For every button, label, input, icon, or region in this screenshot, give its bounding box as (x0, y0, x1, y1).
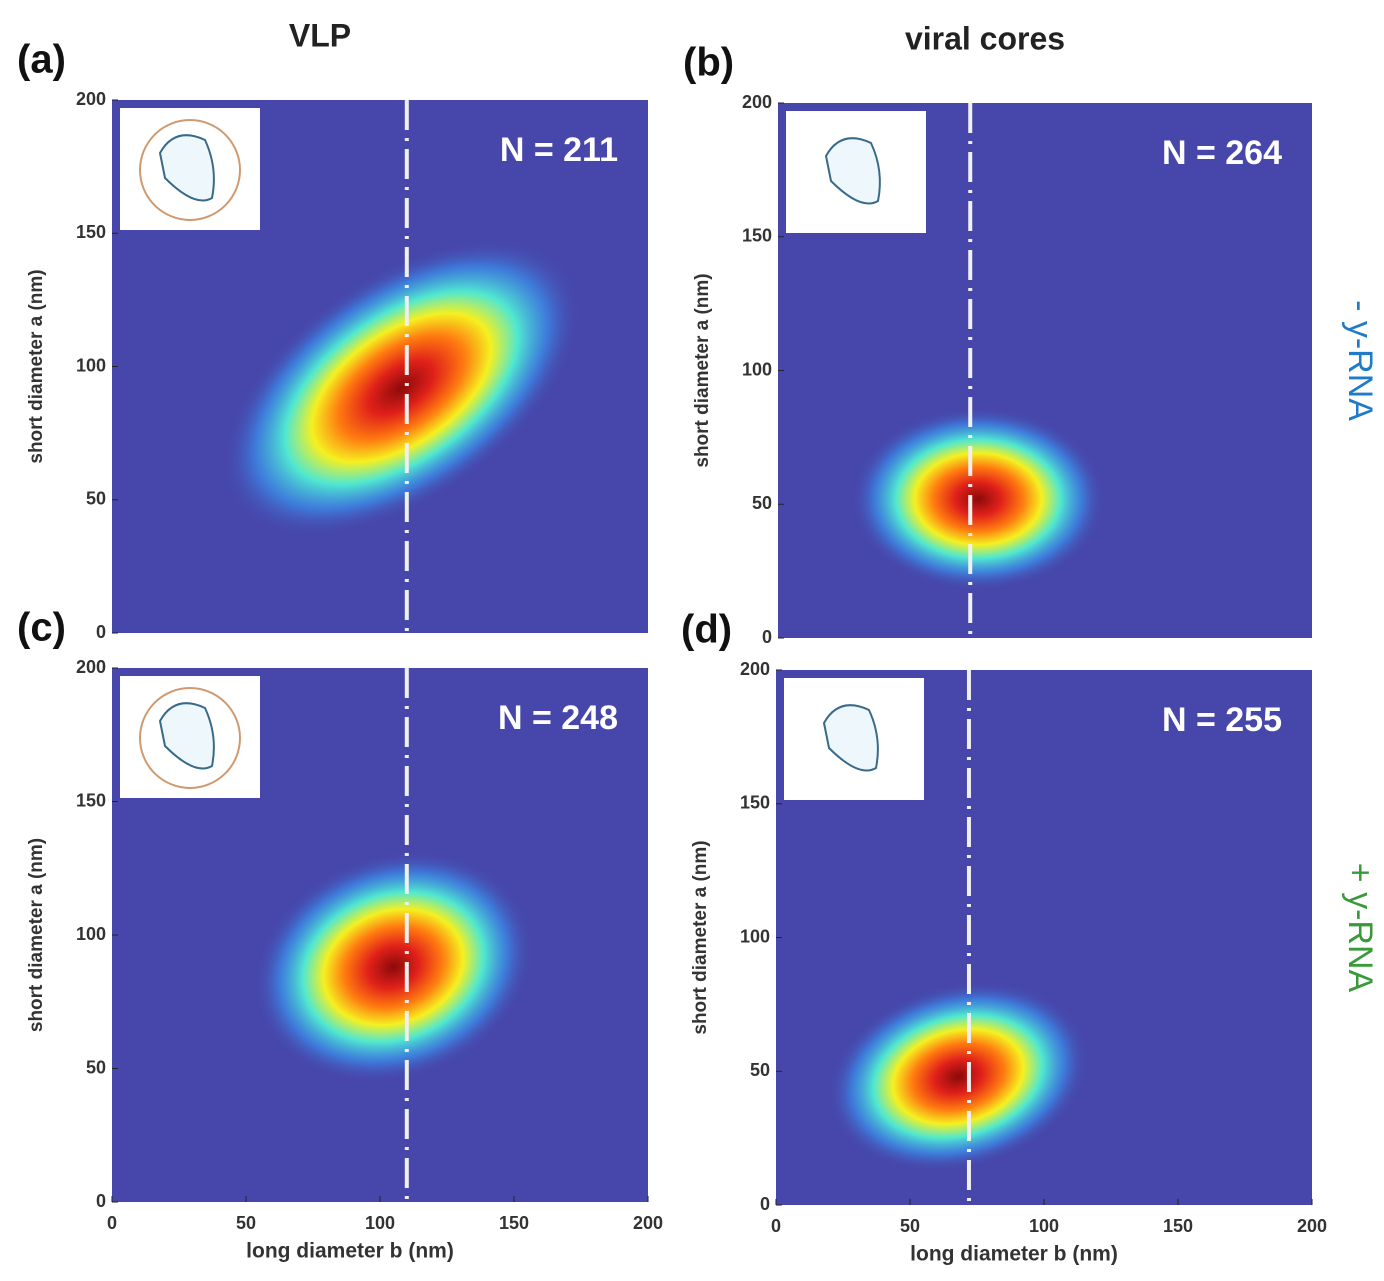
y-tick-label: 200 (740, 659, 770, 679)
y-tick-label: 100 (76, 355, 106, 375)
inset-core (158, 702, 215, 770)
annotation: N = 255 (1162, 701, 1282, 739)
y-tick-label: 50 (86, 1057, 106, 1077)
panel-label: (b) (683, 41, 734, 85)
density-blob (828, 981, 1089, 1172)
y-tick-label: 50 (86, 489, 106, 509)
x-tick-label: 0 (107, 1213, 117, 1233)
y-tick-label: 100 (742, 359, 772, 379)
panel-label: (c) (17, 606, 66, 650)
density-blob (851, 407, 1106, 591)
x-axis-label: long diameter b (nm) (246, 1240, 454, 1263)
y-tick-label: 200 (742, 92, 772, 112)
y-tick-label: 0 (760, 1194, 770, 1214)
annotation: N = 264 (1162, 134, 1282, 172)
x-tick-label: 50 (900, 1216, 920, 1236)
y-tick-label: 150 (740, 793, 770, 813)
y-tick-label: 0 (762, 627, 772, 647)
inset-envelope (139, 687, 241, 789)
y-tick-label: 200 (76, 89, 106, 109)
x-axis-label: long diameter b (nm) (910, 1243, 1118, 1266)
y-tick-label: 100 (76, 924, 106, 944)
inset-core (824, 137, 881, 205)
column-title: viral cores (905, 20, 1065, 56)
x-tick-label: 150 (1163, 1216, 1193, 1236)
x-tick-label: 0 (771, 1216, 781, 1236)
annotation: N = 248 (498, 699, 618, 737)
y-axis-label: short diameter a (nm) (692, 273, 713, 467)
density-blob (254, 851, 533, 1083)
y-tick-label: 50 (752, 493, 772, 513)
y-tick-label: 150 (76, 790, 106, 810)
y-tick-label: 150 (742, 226, 772, 246)
inset-core (158, 134, 215, 202)
x-tick-label: 150 (499, 1213, 529, 1233)
x-tick-label: 50 (236, 1213, 256, 1233)
inset-core (822, 704, 879, 772)
column-title: VLP (289, 17, 351, 53)
row-label: + y-RNA (1341, 863, 1379, 993)
y-tick-label: 0 (96, 1191, 106, 1211)
x-tick-label: 100 (365, 1213, 395, 1233)
y-tick-label: 0 (96, 622, 106, 642)
row-label: - y-RNA (1341, 300, 1379, 421)
y-tick-label: 150 (76, 222, 106, 242)
density-blob (222, 239, 581, 537)
y-tick-label: 200 (76, 657, 106, 677)
inset-envelope (139, 119, 241, 221)
annotation: N = 211 (500, 131, 618, 169)
y-axis-label: short diameter a (nm) (26, 269, 47, 463)
y-tick-label: 50 (750, 1060, 770, 1080)
x-tick-label: 200 (1297, 1216, 1327, 1236)
y-tick-label: 100 (740, 926, 770, 946)
x-tick-label: 200 (633, 1213, 663, 1233)
y-axis-label: short diameter a (nm) (690, 840, 711, 1034)
y-axis-label: short diameter a (nm) (26, 838, 47, 1032)
panel-label: (d) (681, 608, 732, 652)
x-tick-label: 100 (1029, 1216, 1059, 1236)
panel-label: (a) (17, 38, 66, 82)
